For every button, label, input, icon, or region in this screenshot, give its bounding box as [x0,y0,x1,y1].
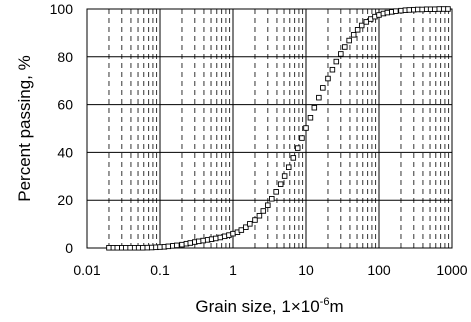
data-point [338,51,344,57]
data-point [256,212,263,219]
data-point [346,37,352,44]
x-tick-label: 1 [229,262,237,278]
data-point [252,217,258,223]
data-point [342,44,348,50]
data-point [285,164,292,170]
y-tick-label: 40 [57,144,73,160]
data-point [354,27,361,33]
data-point [281,173,288,179]
data-point [419,6,425,13]
data-point [299,135,305,141]
data-point [273,189,279,195]
data-point [165,243,172,250]
data-point [106,245,112,251]
y-tick-label: 60 [57,97,73,113]
data-point [200,237,206,244]
y-tick-label: 20 [57,192,73,208]
data-point [187,240,194,246]
data-point [277,181,284,187]
data-point [358,22,365,29]
data-series [106,6,451,251]
x-tick-label: 10 [298,262,314,278]
data-point [127,245,133,251]
data-point [212,235,219,242]
data-point [269,196,275,202]
data-point [316,94,322,101]
data-point [329,66,336,73]
data-point [376,12,382,18]
data-point [303,125,309,131]
data-point [265,202,271,208]
data-point [363,19,370,25]
data-point [333,58,340,65]
data-point [230,230,236,237]
data-point [174,242,180,249]
x-tick-label: 1000 [436,262,467,278]
data-point [114,245,121,251]
x-axis-title: Grain size, 1×10-6m [195,296,343,316]
y-tick-labels: 0 20 40 60 80 100 [50,1,74,256]
data-point [406,7,413,13]
data-point [260,208,267,214]
x-tick-labels: 0.01 0.1 1 10 100 1000 [73,262,467,278]
grid [87,9,452,248]
x-tick-label: 100 [367,262,391,278]
data-point [398,7,404,14]
y-tick-label: 100 [50,1,74,17]
x-tick-label: 0.01 [73,262,100,278]
data-point [431,6,438,12]
data-point [436,6,443,12]
data-point [243,224,249,230]
y-tick-label: 0 [65,240,73,256]
y-axis-title: Percent passing, % [15,55,34,201]
data-point [294,145,301,151]
data-point [307,114,314,121]
data-point [157,244,163,250]
data-point [325,75,331,82]
data-point [320,85,326,91]
data-point [311,104,318,111]
y-tick-label: 80 [57,49,73,65]
x-axis-title-exponent: -6 [320,296,330,308]
plot-frame [86,8,453,249]
data-point [217,234,224,241]
data-point [445,6,451,12]
x-axis-title-unit: m [329,297,343,316]
data-point [139,245,146,251]
data-point [144,244,151,251]
data-point [179,241,185,248]
x-axis-title-main: Grain size, 1×10 [195,297,319,316]
data-point [384,9,391,16]
x-tick-label: 0.1 [150,262,170,278]
data-point [238,227,245,233]
data-point [247,221,253,227]
data-point [393,8,399,14]
data-point [290,155,297,161]
data-point [350,32,357,38]
